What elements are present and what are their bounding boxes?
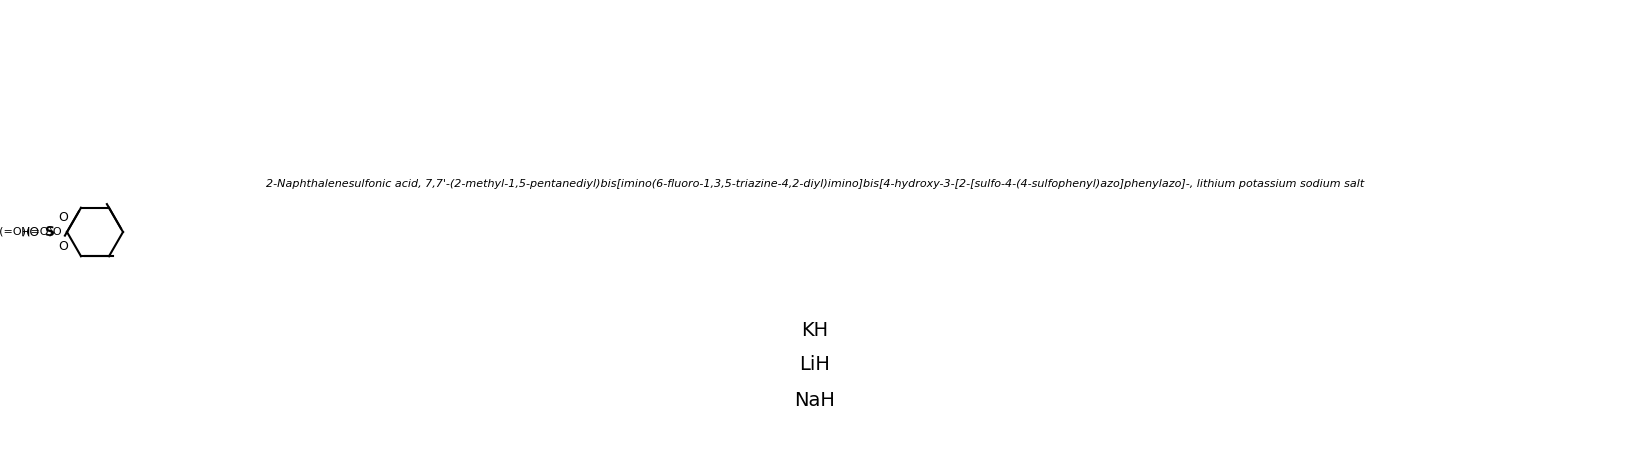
Text: NaH: NaH bbox=[794, 390, 836, 410]
Text: O: O bbox=[59, 240, 68, 253]
Text: S(=O)(=O)O: S(=O)(=O)O bbox=[0, 227, 62, 237]
Text: O: O bbox=[59, 211, 68, 224]
Text: 2-Naphthalenesulfonic acid, 7,7'-(2-methyl-1,5-pentanediyl)bis[imino(6-fluoro-1,: 2-Naphthalenesulfonic acid, 7,7'-(2-meth… bbox=[266, 179, 1364, 189]
Text: S: S bbox=[46, 225, 55, 239]
Text: LiH: LiH bbox=[800, 355, 830, 375]
Text: KH: KH bbox=[802, 320, 828, 340]
Text: HO: HO bbox=[21, 226, 41, 239]
